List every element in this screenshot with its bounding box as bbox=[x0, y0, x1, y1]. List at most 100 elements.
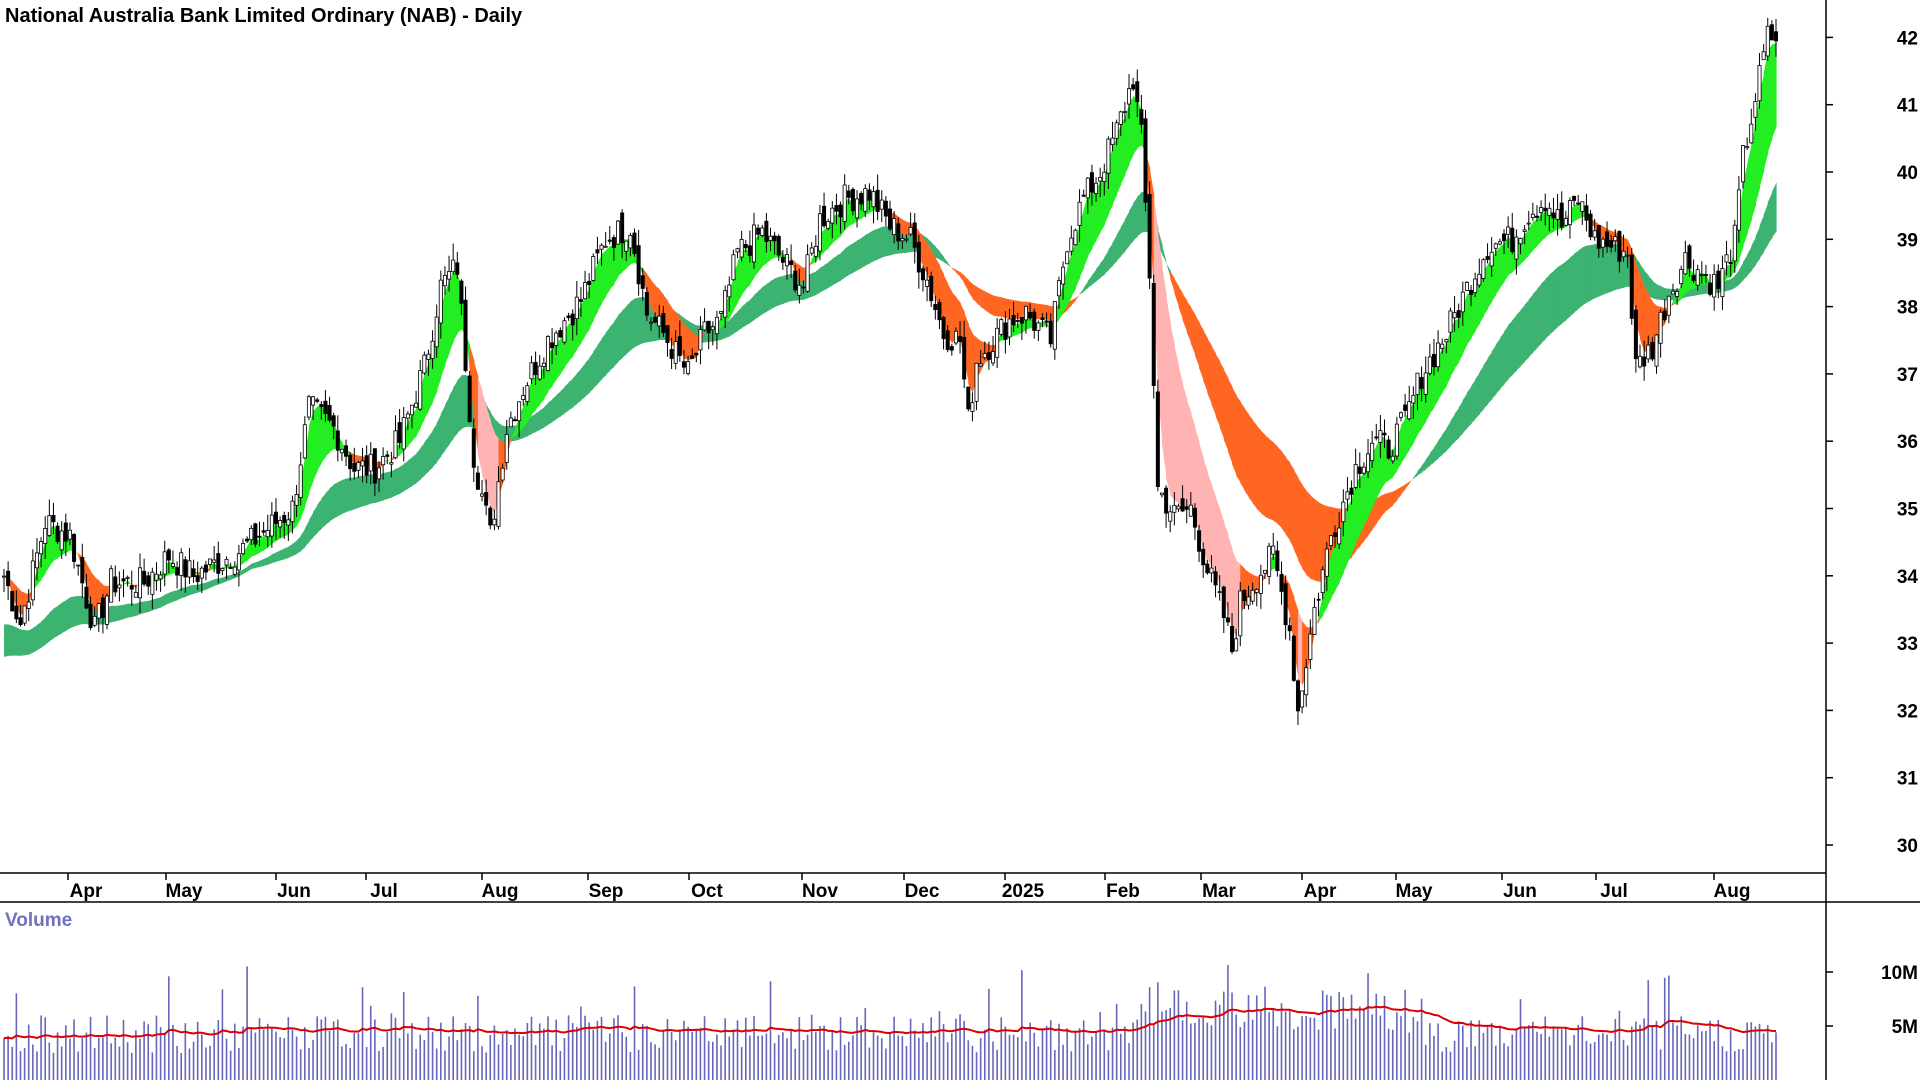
long-band-segment-up bbox=[321, 493, 326, 529]
candle-body bbox=[316, 400, 319, 402]
candle-body bbox=[180, 553, 183, 576]
long-band-segment-up bbox=[185, 586, 190, 597]
candle-body bbox=[1531, 214, 1534, 217]
candle-body bbox=[691, 356, 694, 359]
candle-body bbox=[1132, 85, 1135, 89]
long-band-segment-down bbox=[985, 291, 990, 313]
long-band-segment-up bbox=[49, 608, 54, 641]
long-band-segment-up bbox=[400, 464, 405, 494]
candle-body bbox=[629, 235, 632, 248]
candle-body bbox=[1469, 290, 1472, 294]
candle-body bbox=[48, 516, 51, 536]
long-band-segment-up bbox=[449, 388, 454, 445]
candle-body bbox=[1638, 356, 1641, 367]
price-axis-tick-label: 37 bbox=[1897, 365, 1918, 386]
candle-body bbox=[798, 285, 801, 295]
long-band-segment-up bbox=[622, 306, 627, 358]
long-band-segment-up bbox=[869, 230, 874, 263]
candle-body bbox=[77, 565, 80, 566]
candle-body bbox=[596, 250, 599, 253]
long-band-segment-up bbox=[606, 327, 611, 375]
candle-body bbox=[703, 322, 706, 330]
candle-body bbox=[472, 429, 475, 468]
long-band-segment-down bbox=[1269, 439, 1274, 521]
candle-body bbox=[1148, 194, 1151, 278]
long-band-segment-up bbox=[115, 605, 120, 621]
long-band-segment-down bbox=[1265, 435, 1270, 519]
candle-body bbox=[876, 190, 879, 211]
candle-body bbox=[1305, 668, 1308, 695]
candle-body bbox=[1729, 262, 1732, 263]
long-band-segment-up bbox=[836, 253, 841, 283]
candle-body bbox=[1692, 276, 1695, 281]
long-band-segment-up bbox=[156, 597, 161, 609]
long-band-segment-up bbox=[610, 322, 615, 371]
long-band-segment-up bbox=[849, 243, 854, 275]
long-band-segment-down bbox=[1236, 395, 1241, 483]
long-band-segment-down bbox=[1261, 431, 1266, 517]
candle-body bbox=[637, 246, 640, 284]
long-band-segment-up bbox=[841, 249, 846, 281]
candle-body bbox=[1544, 208, 1547, 211]
candle-body bbox=[134, 593, 137, 598]
long-band-segment-up bbox=[350, 477, 355, 510]
long-band-segment-up bbox=[754, 291, 759, 320]
long-band-segment-up bbox=[1541, 279, 1546, 343]
candle-body bbox=[967, 387, 970, 409]
candle-body bbox=[1453, 313, 1456, 318]
candle-body bbox=[1725, 255, 1728, 262]
candle-body bbox=[1090, 173, 1093, 193]
long-band-segment-up bbox=[499, 423, 504, 442]
short-band-segment-up bbox=[602, 250, 607, 303]
candle-body bbox=[390, 463, 393, 465]
candle-body bbox=[1214, 572, 1217, 585]
candle-body bbox=[35, 553, 38, 568]
candle-body bbox=[884, 201, 887, 216]
candle-body bbox=[361, 461, 364, 466]
long-band-segment-down bbox=[1240, 402, 1245, 491]
candle-body bbox=[1441, 344, 1444, 348]
long-band-segment-up bbox=[824, 262, 829, 290]
long-band-segment-down bbox=[997, 297, 1002, 317]
candle-body bbox=[44, 528, 47, 543]
long-band-segment-down bbox=[1277, 447, 1282, 529]
candle-body bbox=[864, 189, 867, 212]
candle-body bbox=[480, 494, 483, 496]
candle-body bbox=[1268, 546, 1271, 576]
candle-body bbox=[559, 330, 562, 336]
candle-body bbox=[283, 515, 286, 522]
candle-body bbox=[336, 431, 339, 450]
candle-body bbox=[917, 242, 920, 272]
candle-body bbox=[1511, 228, 1514, 252]
long-band-segment-up bbox=[1516, 310, 1521, 371]
long-band-segment-up bbox=[639, 297, 644, 345]
candle-body bbox=[1412, 395, 1415, 403]
candle-body bbox=[1556, 210, 1559, 220]
candle-body bbox=[1395, 424, 1398, 456]
candle-body bbox=[1675, 291, 1678, 296]
candle-body bbox=[1432, 354, 1435, 367]
candle-body bbox=[1086, 178, 1089, 198]
candle-body bbox=[983, 354, 986, 358]
long-band-segment-up bbox=[878, 227, 883, 260]
long-band-segment-up bbox=[1578, 247, 1583, 309]
candle-body bbox=[645, 292, 648, 315]
long-band-segment-up bbox=[593, 345, 598, 388]
candle-body bbox=[382, 457, 385, 465]
candle-body bbox=[175, 568, 178, 575]
candle-body bbox=[1247, 597, 1250, 605]
long-band-segment-up bbox=[74, 596, 79, 627]
long-band-segment-up bbox=[1512, 315, 1517, 375]
long-band-segment-down bbox=[1018, 301, 1023, 319]
candle-body bbox=[588, 281, 591, 284]
candle-body bbox=[888, 209, 891, 229]
long-band-segment-up bbox=[404, 461, 409, 492]
candle-body bbox=[1663, 311, 1666, 320]
long-band-segment-up bbox=[1570, 254, 1575, 317]
candle-body bbox=[1519, 239, 1522, 244]
long-band-segment-up bbox=[857, 238, 862, 270]
candle-body bbox=[1379, 431, 1382, 443]
candle-body bbox=[1733, 225, 1736, 261]
candle-body bbox=[1284, 584, 1287, 625]
long-band-segment-up bbox=[1582, 246, 1587, 306]
